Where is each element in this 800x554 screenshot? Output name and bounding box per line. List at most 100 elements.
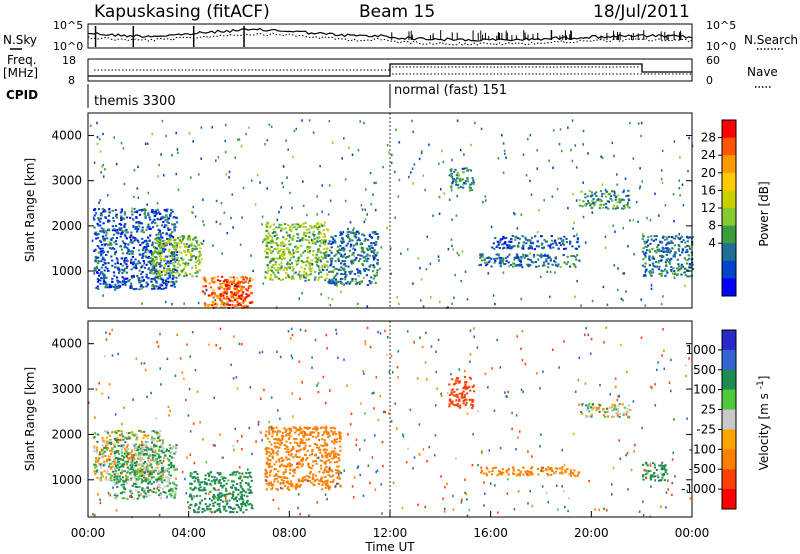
power-cell — [135, 237, 138, 240]
power-cell — [635, 200, 638, 204]
power-cell — [424, 188, 426, 192]
velocity-cell — [338, 440, 341, 443]
velocity-cell — [113, 496, 116, 499]
power-cell — [182, 262, 185, 265]
velocity-cell — [310, 481, 313, 484]
power-cell — [343, 248, 346, 251]
power-cell — [218, 296, 221, 299]
velocity-cell — [288, 458, 291, 461]
power-cell — [341, 237, 344, 240]
velocity-cell — [154, 491, 158, 494]
velocity-cell — [145, 478, 148, 481]
velocity-cell — [333, 442, 336, 445]
power-cell — [232, 282, 235, 285]
power-cell — [284, 266, 287, 269]
power-cell — [486, 257, 489, 260]
velocity-cell — [333, 447, 336, 450]
power-cell — [502, 142, 505, 145]
power-cell — [680, 265, 683, 268]
power-cell — [677, 248, 680, 251]
power-cell — [163, 270, 166, 273]
noise-left-tick-bottom: 10^0 — [53, 40, 83, 53]
velocity-cell — [137, 494, 140, 497]
power-cell — [114, 266, 117, 269]
velocity-cell — [325, 465, 328, 468]
power-cell — [313, 241, 316, 244]
velocity-cell — [117, 444, 120, 447]
power-cell — [290, 230, 293, 233]
velocity-cell — [219, 499, 222, 502]
velocity-cell — [173, 482, 176, 485]
power-cell — [100, 277, 103, 279]
power-cell — [652, 257, 655, 260]
power-cell — [124, 235, 127, 238]
power-cell — [220, 202, 223, 205]
velocity-cell — [129, 464, 132, 466]
power-cell — [354, 283, 357, 286]
power-cell — [353, 259, 356, 262]
power-cell — [243, 297, 246, 300]
power-cell — [114, 283, 117, 286]
power-cell — [306, 257, 309, 260]
power-cell — [160, 153, 162, 156]
velocity-cell — [173, 486, 176, 489]
power-cell — [521, 235, 524, 238]
power-cell — [287, 262, 290, 265]
velocity-cell — [212, 505, 215, 507]
velocity-cell — [264, 468, 267, 471]
velocity-cell — [103, 450, 106, 453]
velocity-cell — [165, 497, 168, 500]
velocity-cell — [317, 482, 320, 485]
velocity-cell — [135, 482, 138, 485]
velocity-cell — [507, 468, 510, 471]
power-cell — [293, 129, 296, 133]
power-cell — [190, 176, 192, 179]
power-cell — [191, 249, 194, 252]
power-cell — [230, 294, 233, 297]
power-cell — [211, 292, 214, 295]
velocity-cell — [173, 495, 176, 498]
velocity-cell — [149, 463, 152, 466]
power-cell — [100, 266, 103, 269]
velocity-cell — [267, 447, 270, 450]
power-cell — [540, 275, 542, 279]
power-cell — [347, 227, 349, 231]
power-cell — [532, 261, 535, 264]
power-cell — [374, 244, 377, 247]
velocity-cell — [323, 460, 327, 463]
power-cell — [210, 279, 213, 282]
power-cell — [280, 258, 283, 261]
power-cell — [640, 298, 643, 301]
power-cell — [350, 231, 353, 234]
power-cell — [507, 246, 510, 249]
power-cell — [138, 213, 142, 216]
power-cell — [542, 254, 545, 257]
power-cell — [289, 225, 292, 228]
power-cell — [279, 279, 282, 282]
velocity-cell — [329, 461, 332, 464]
power-cell — [353, 273, 357, 275]
power-cell — [135, 287, 138, 290]
power-cell — [386, 143, 389, 147]
power-cell — [236, 300, 239, 303]
velocity-cell — [104, 478, 107, 481]
power-cell — [141, 226, 144, 229]
power-cell — [681, 249, 684, 252]
power-cell — [390, 272, 392, 275]
power-cell — [419, 266, 421, 270]
power-cell — [133, 240, 136, 243]
power-cell — [688, 263, 691, 265]
velocity-cell — [189, 504, 192, 507]
power-cell — [308, 251, 311, 254]
velocity-cell — [125, 432, 128, 435]
power-cell — [686, 235, 689, 238]
power-cell — [125, 267, 128, 270]
velocity-cell — [241, 501, 244, 504]
velocity-cell — [146, 450, 149, 453]
power-cell — [525, 174, 528, 177]
power-cell — [308, 228, 310, 231]
power-cell — [644, 262, 647, 265]
velocity-cell — [138, 486, 141, 489]
velocity-cell — [308, 466, 311, 468]
